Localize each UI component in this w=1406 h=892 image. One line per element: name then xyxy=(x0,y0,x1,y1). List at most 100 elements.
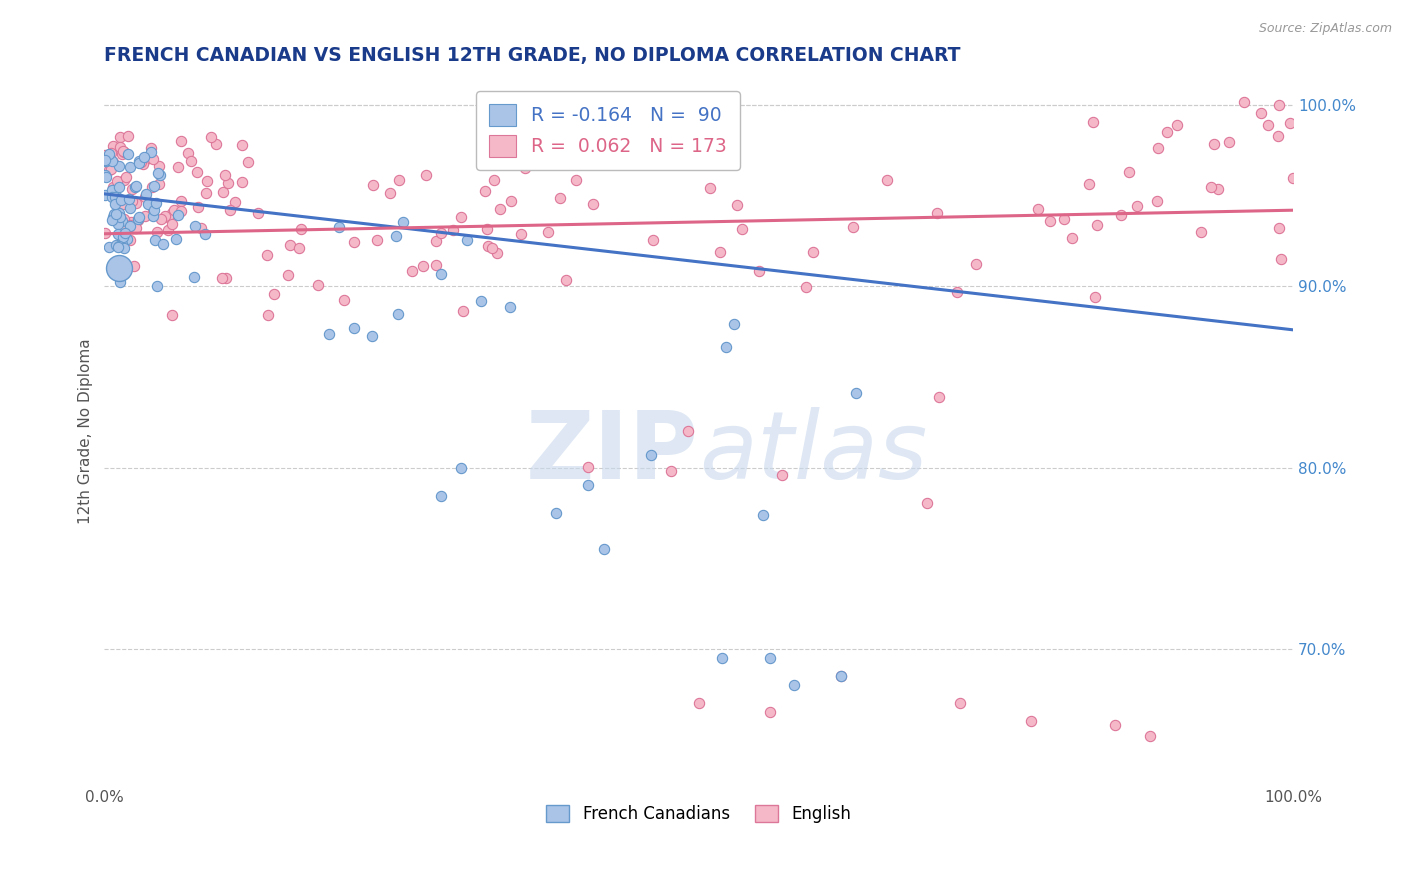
Point xyxy=(141,204,163,219)
Point xyxy=(94,168,117,182)
Point xyxy=(194,186,217,200)
Point xyxy=(118,193,141,207)
Point xyxy=(194,227,217,241)
Point xyxy=(157,223,180,237)
Text: Source: ZipAtlas.com: Source: ZipAtlas.com xyxy=(1258,22,1392,36)
Point xyxy=(200,130,222,145)
Point xyxy=(752,508,775,523)
Point xyxy=(366,233,388,247)
Point xyxy=(759,705,782,719)
Point xyxy=(709,244,731,259)
Point xyxy=(1084,290,1107,304)
Point xyxy=(231,175,253,189)
Point xyxy=(118,201,141,215)
Point xyxy=(759,651,782,665)
Point xyxy=(150,211,173,226)
Point xyxy=(108,239,131,253)
Point xyxy=(477,154,499,169)
Point xyxy=(152,237,174,252)
Point xyxy=(482,173,505,187)
Point xyxy=(576,478,599,492)
Point xyxy=(515,161,537,176)
Point xyxy=(794,280,817,294)
Point xyxy=(101,183,124,197)
Point xyxy=(117,147,139,161)
Point xyxy=(1267,128,1289,143)
Point xyxy=(101,154,124,169)
Point xyxy=(97,146,120,161)
Point xyxy=(167,208,190,222)
Point xyxy=(1109,208,1132,222)
Point xyxy=(211,271,233,285)
Point xyxy=(160,217,183,231)
Point xyxy=(1204,137,1226,152)
Point xyxy=(474,184,496,198)
Point xyxy=(129,155,152,169)
Point xyxy=(387,307,409,321)
Point xyxy=(1281,171,1303,186)
Point xyxy=(107,217,129,231)
Point xyxy=(489,202,512,216)
Point xyxy=(360,328,382,343)
Point xyxy=(128,153,150,168)
Y-axis label: 12th Grade, No Diploma: 12th Grade, No Diploma xyxy=(79,338,93,524)
Point xyxy=(288,241,311,255)
Point xyxy=(501,194,523,208)
Point xyxy=(576,459,599,474)
Point xyxy=(475,221,498,235)
Point xyxy=(110,217,132,231)
Point xyxy=(101,213,124,227)
Point xyxy=(830,669,852,683)
Point xyxy=(121,181,143,195)
Point xyxy=(343,320,366,334)
Point xyxy=(160,209,183,223)
Point xyxy=(142,153,165,167)
Point xyxy=(177,146,200,161)
Point xyxy=(290,222,312,236)
Point xyxy=(162,308,184,322)
Point xyxy=(139,145,162,159)
Point xyxy=(142,178,165,193)
Point xyxy=(277,268,299,282)
Point xyxy=(142,202,165,217)
Point xyxy=(430,489,453,503)
Point xyxy=(328,220,350,235)
Point xyxy=(111,237,134,252)
Point xyxy=(165,232,187,246)
Point xyxy=(110,218,132,232)
Point xyxy=(363,178,385,192)
Point xyxy=(184,219,207,233)
Point xyxy=(135,152,157,166)
Point xyxy=(470,293,492,308)
Point xyxy=(537,225,560,239)
Point xyxy=(117,129,139,144)
Point xyxy=(121,194,143,208)
Point xyxy=(112,197,135,211)
Point xyxy=(115,219,138,234)
Point xyxy=(699,180,721,194)
Point xyxy=(94,148,117,162)
Point xyxy=(112,211,135,226)
Point xyxy=(486,246,509,260)
Point xyxy=(100,157,122,171)
Point xyxy=(548,191,571,205)
Point xyxy=(142,210,165,224)
Point xyxy=(103,139,125,153)
Text: ZIP: ZIP xyxy=(526,407,699,499)
Point xyxy=(131,157,153,171)
Point xyxy=(110,192,132,206)
Point xyxy=(170,204,193,219)
Point xyxy=(153,209,176,223)
Point xyxy=(104,190,127,204)
Point xyxy=(170,194,193,208)
Point xyxy=(101,211,124,225)
Point xyxy=(388,173,411,187)
Point xyxy=(415,168,437,182)
Point xyxy=(263,287,285,301)
Point xyxy=(256,308,278,322)
Point xyxy=(731,222,754,236)
Point xyxy=(236,155,259,169)
Point xyxy=(477,238,499,252)
Point xyxy=(554,273,576,287)
Point xyxy=(138,195,160,210)
